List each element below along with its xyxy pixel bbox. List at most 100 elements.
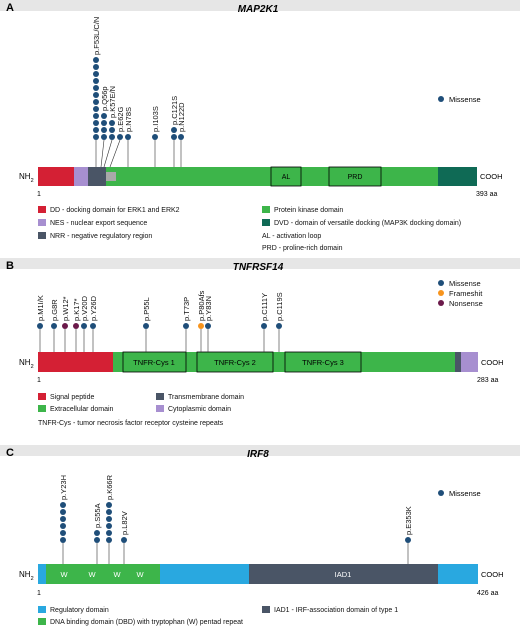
mutation-label: p.C119S (275, 292, 284, 321)
dvd-domain (438, 167, 477, 186)
legend-note: TNFR-Cys - tumor necrosis factor recepto… (38, 420, 224, 427)
tnfr-cys-1-label: TNFR-Cys 1 (133, 358, 175, 367)
legend-text: Extracellular domain (50, 406, 114, 413)
frameshift-legend-dot (438, 290, 444, 296)
mutation-labels-c: p.Y23H p.S55A p.K66R p.L82V p.E353K (59, 474, 413, 535)
legend-swatch (156, 405, 164, 412)
legend-swatch (38, 206, 46, 213)
mutation-dot (171, 134, 177, 140)
mutation-dot (93, 78, 99, 84)
mutation-dot (60, 516, 66, 522)
mutation-label: p.Y26D (89, 295, 98, 321)
mutation-label: p.C121S (170, 96, 179, 125)
panel-b-header-bar (0, 258, 520, 269)
extracellular-domain (38, 352, 478, 372)
mutation-dot (93, 134, 99, 140)
mutation-dots-a (93, 57, 184, 140)
legend-a: DD - docking domain for ERK1 and ERK2 NE… (38, 206, 461, 252)
legend-swatch (156, 393, 164, 400)
mutation-label: p.K66R (105, 474, 114, 500)
missense-legend-dot (438, 490, 444, 496)
panel-a-letter: A (6, 2, 14, 14)
mutation-dot (93, 71, 99, 77)
mutation-label: p.L82V (120, 511, 129, 535)
tnfr-cys-2-box (196, 351, 274, 373)
panel-b-letter: B (6, 260, 14, 272)
panel-b: B TNFRSF14 Missense Frameshit Nonsense N… (0, 258, 520, 427)
mutation-label: p.K57E/N (108, 86, 117, 118)
legend-swatch (38, 405, 46, 412)
mutation-dot (101, 113, 107, 119)
legend-text: DVD - domain of versatile docking (MAP3K… (274, 220, 461, 227)
legend-text: PRD - proline-rich domain (262, 245, 343, 252)
mutation-dot (152, 134, 158, 140)
stem (109, 139, 121, 168)
mutation-dot (60, 537, 66, 543)
panel-a: A MAP2K1 Missense NH2 AL PRD COOH 1 393 … (0, 0, 520, 252)
w-repeat-label: W (136, 570, 144, 579)
mutation-label: p.M1I/K (36, 295, 45, 321)
mutation-dot (405, 537, 411, 543)
nterm-label: NH2 (19, 570, 34, 582)
mutation-label: p.K17* (72, 298, 81, 321)
mutation-dot (73, 323, 79, 329)
mutation-label: p.Y83N (204, 296, 213, 321)
mutation-dot (94, 530, 100, 536)
mutation-dot (106, 530, 112, 536)
mutation-dot (171, 127, 177, 133)
mutation-dot (106, 509, 112, 515)
mutation-label: p.P80Afs (197, 290, 206, 321)
mutation-dot (117, 134, 123, 140)
mutation-dot (60, 523, 66, 529)
mutation-label: p.Q56p (100, 86, 109, 111)
nterm-label: NH2 (19, 172, 34, 184)
legend-text: Regulatory domain (50, 607, 109, 614)
panel-c-letter: C (6, 447, 14, 459)
mutation-label: p.V20D (80, 295, 89, 321)
prd-label: PRD (348, 174, 363, 181)
legend-swatch (38, 219, 46, 226)
mutation-dot (51, 323, 57, 329)
mutation-dot (93, 92, 99, 98)
iad1-domain (249, 564, 438, 584)
mutation-dot (106, 502, 112, 508)
mutation-label: p.I103S (151, 106, 160, 132)
cytoplasmic-domain (461, 352, 478, 372)
stem (103, 139, 113, 168)
legend-swatch (38, 618, 46, 625)
legend-text: Signal peptide (50, 394, 94, 401)
mutation-stems-a (95, 139, 182, 168)
missense-legend-dot (438, 96, 444, 102)
mutation-dot (125, 134, 131, 140)
mutation-label: p.Y23H (59, 475, 68, 500)
signal-peptide (38, 352, 113, 372)
mutation-dot (101, 134, 107, 140)
mutation-label: p.E62G (116, 106, 125, 132)
stem (100, 139, 105, 168)
mutation-dot (121, 537, 127, 543)
end-label: 426 aa (477, 590, 499, 597)
mutation-label: p.N122D (177, 102, 186, 132)
mutation-dot (94, 537, 100, 543)
mutation-dot (101, 127, 107, 133)
mutation-label: p.P55L (142, 297, 151, 321)
legend-swatch (262, 219, 270, 226)
mutation-dot (109, 134, 115, 140)
mutation-dot (106, 523, 112, 529)
mutation-dot (62, 323, 68, 329)
missense-legend-dot (438, 280, 444, 286)
linker-segment (106, 172, 116, 181)
w-repeat-label: W (60, 570, 68, 579)
start-label: 1 (37, 377, 41, 384)
mutation-dot (93, 113, 99, 119)
prd-box (328, 166, 382, 187)
mutation-dot (106, 537, 112, 543)
mutation-dot (109, 120, 115, 126)
panel-a-gene: MAP2K1 (238, 4, 279, 15)
panel-c-gene: IRF8 (247, 449, 269, 460)
nterm-label: NH2 (19, 358, 34, 370)
mutation-label: p.C111Y (260, 293, 269, 321)
legend-types-b: Missense Frameshit Nonsense (438, 279, 483, 308)
panel-a-header-bar (0, 0, 520, 11)
nes-domain (74, 167, 88, 186)
